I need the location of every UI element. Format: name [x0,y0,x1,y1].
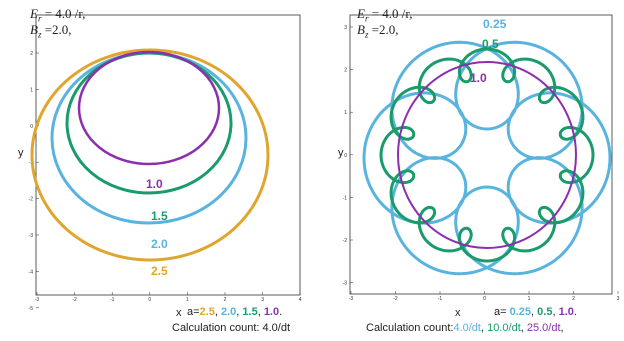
right-orbit-1.0 [398,62,576,248]
left-orbit-1.0 [79,52,219,164]
left-caption-prefix: a= [187,306,200,318]
left-caption-val-1.0: 1.0 [264,306,279,318]
left-orbit-2.5 [32,50,268,260]
right-ytick-label: -1 [343,195,348,201]
left-er-value: = 4.0 /r, [41,6,85,21]
right-ytick-label: 0 [344,153,347,159]
left-ytick-label: -3 [29,233,34,239]
left-ytick-label: -5 [29,306,34,312]
right-curve-label-0.25: 0.25 [483,17,507,31]
right-caption-prefix: a= [494,306,507,318]
right-orbit-0.5 [381,49,593,261]
left-caption-val-1.5: 1.5 [242,306,257,318]
right-caption-val-0.25: 0.25 [510,306,531,318]
right-er-value: = 4.0 /r, [368,6,412,21]
left-y-axis-label: y [18,147,24,159]
left-bz-param: Bz =2.0, [30,22,72,40]
right-count-val-2: 10.0/dt [487,322,521,334]
left-ytick-label: 1 [30,87,33,93]
left-bz-value: =2.0, [41,22,71,37]
right-er-param: Er = 4.0 /r, [357,6,412,24]
right-bz-param: Bz =2.0, [357,22,399,40]
left-orbit-2.0 [52,53,246,223]
left-er-param: Er = 4.0 /r, [30,6,85,24]
left-x-axis-label: x [176,307,182,319]
left-ytick-label: 0 [30,124,33,130]
right-er-symbol: E [357,6,365,21]
left-panel: -3 -2 -1 0 1 2 3 4 2 1 0 -1 -2 -3 -4 -5 1.0 1.5 2.0 2.5… [0,0,312,341]
right-xtick-label: -2 [393,296,398,302]
right-ytick-label: -2 [343,238,348,244]
right-xtick-label: 2 [572,296,575,302]
right-orbit-0.25 [364,42,610,273]
right-ytick-label: 3 [344,25,347,31]
right-xtick-label: 1 [528,296,531,302]
left-ytick-label: 2 [30,51,33,57]
right-curve-label-1.0: 1.0 [470,71,487,85]
right-ytick-label: -3 [343,281,348,287]
left-xtick-label: 2 [224,297,227,303]
left-bz-symbol: B [30,22,38,37]
left-xtick-label: 1 [186,297,189,303]
left-caption-val-2.0: 2.0 [221,306,236,318]
left-calc-count: Calculation count: 4.0/dt [172,322,290,334]
right-plot-frame [350,15,612,294]
left-curve-label-2.0: 2.0 [151,237,168,251]
left-curve-label-2.5: 2.5 [151,264,168,278]
right-trajectory-plot: -3 -2 -1 0 1 2 3 3 2 1 0 -1 -2 -3 0.25 0.5 1.0 [312,0,624,341]
left-xtick-label: -1 [110,297,115,303]
left-caption-a: a=2.5, 2.0, 1.5, 1.0. [187,306,282,318]
left-xtick-label: 0 [148,297,151,303]
left-xtick-label: 3 [261,297,264,303]
right-caption-a: a= 0.25, 0.5, 1.0. [494,306,577,318]
right-curve-label-0.5: 0.5 [482,37,499,51]
right-calc-count: Calculation count:4.0/dt, 10.0/dt, 25.0/… [366,322,564,334]
right-count-suffix: , [561,322,564,334]
right-xtick-label: 0 [483,296,486,302]
right-caption-val-1.0: 1.0 [559,306,574,318]
right-x-axis-label: x [455,307,461,319]
left-er-symbol: E [30,6,38,21]
right-caption-val-0.5: 0.5 [537,306,552,318]
left-xtick-label: -2 [72,297,77,303]
left-curve-label-1.5: 1.5 [151,209,168,223]
left-xtick-label: 4 [299,297,302,303]
right-xtick-label: -1 [438,296,443,302]
right-count-prefix: Calculation count: [366,322,453,334]
right-ytick-label: 1 [344,110,347,116]
right-y-axis-label: y [338,147,344,159]
right-xtick-label: 3 [617,296,620,302]
left-xtick-label: -3 [35,297,40,303]
right-count-val-1: 4.0/dt [453,322,481,334]
right-bz-value: =2.0, [368,22,398,37]
right-count-val-3: 25.0/dt [527,322,561,334]
right-panel: -3 -2 -1 0 1 2 3 3 2 1 0 -1 -2 -3 0.25 0.5 1.0 Er = 4… [312,0,624,341]
left-curve-label-1.0: 1.0 [146,177,163,191]
left-ytick-label: -4 [29,269,34,275]
right-bz-symbol: B [357,22,365,37]
right-xtick-label: -3 [349,296,354,302]
right-ytick-label: 2 [344,68,347,74]
left-caption-val-2.5: 2.5 [200,306,215,318]
left-ytick-label: -2 [29,197,34,203]
